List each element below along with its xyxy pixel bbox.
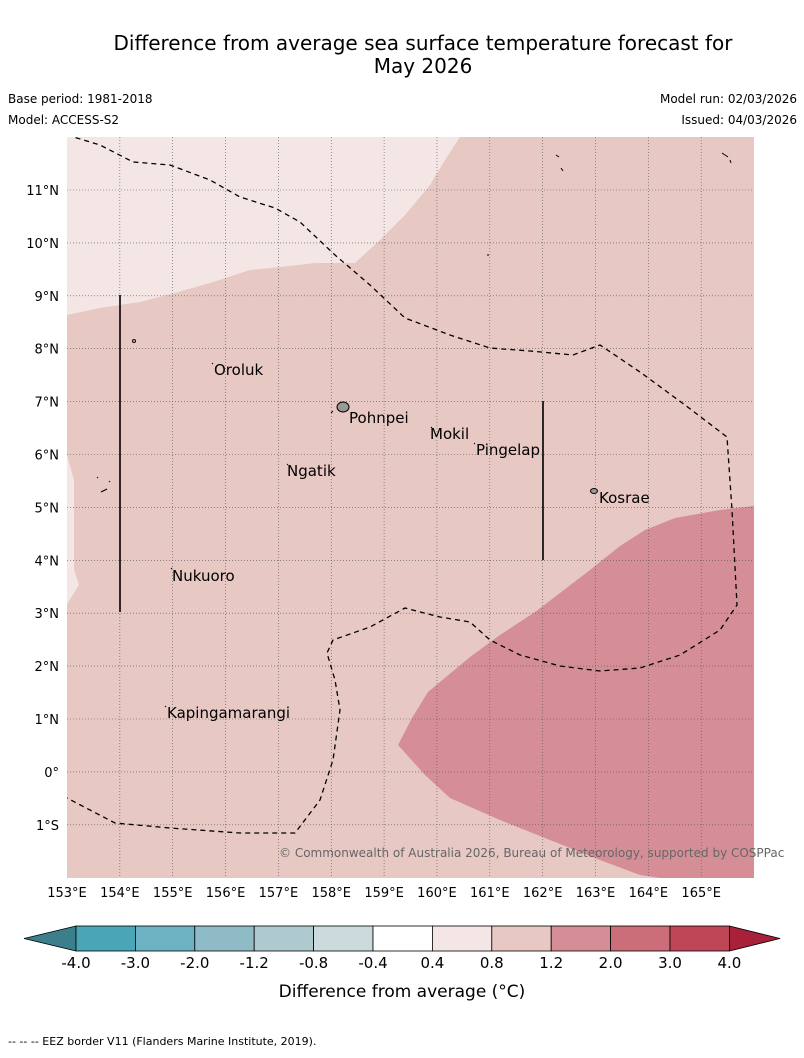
place-label-mokil: Mokil: [430, 425, 469, 443]
title-line-1: Difference from average sea surface temp…: [113, 31, 733, 55]
colorbar-tick-label: 4.0: [717, 954, 741, 972]
colorbar-extend-high: [729, 925, 781, 952]
colorbar-tick-label: 0.4: [420, 954, 444, 972]
eez-legend-note: -- -- -- EEZ border V11 (Flanders Marine…: [8, 1035, 317, 1048]
colorbar-tick-label: -4.0: [61, 954, 90, 972]
pohnpei-island: [336, 401, 350, 413]
longitude-label: 159°E: [364, 886, 404, 901]
colorbar-cell: [431, 925, 493, 952]
anomaly-band-0.4-0.8-north: [67, 137, 460, 315]
latitude-label: 6°N: [35, 449, 60, 464]
longitude-label: 154°E: [100, 886, 140, 901]
longitude-label: 165°E: [681, 886, 721, 901]
colorbar-tick-label: -0.4: [358, 954, 387, 972]
colorbar-cell: [75, 925, 136, 952]
longitude-label: 157°E: [259, 886, 299, 901]
longitude-label: 156°E: [206, 886, 246, 901]
colorbar-cell: [134, 925, 196, 952]
anomaly-band-1.2-2.0: [398, 506, 754, 878]
place-labels: Oroluk Pohnpei Mokil Pingelap Ngatik Kos…: [167, 361, 650, 722]
place-label-pingelap: Pingelap: [476, 441, 540, 459]
model-run: Model run: 02/03/2026: [659, 92, 797, 106]
latitude-label: 5°N: [35, 501, 60, 516]
place-label-kosrae: Kosrae: [599, 489, 650, 507]
longitude-labels: 153°E 154°E 155°E 156°E 157°E 158°E 159°E 160°E…: [47, 886, 721, 901]
map-area: [67, 137, 754, 878]
colorbar-tick-label: 3.0: [658, 954, 682, 972]
longitude-label: 155°E: [153, 886, 193, 901]
colorbar-cell: [372, 925, 433, 952]
colorbar-tick-label: -3.0: [121, 954, 150, 972]
colorbar-cells: [23, 925, 781, 952]
place-label-pohnpei: Pohnpei: [349, 409, 409, 427]
gridlines: [67, 137, 754, 878]
forecast-map: Oroluk Pohnpei Mokil Pingelap Ngatik Kos…: [23, 137, 784, 1002]
copyright-notice: © Commonwealth of Australia 2026, Bureau…: [279, 846, 784, 860]
kosrae-island: [590, 488, 598, 494]
latitude-label: 7°N: [35, 396, 60, 411]
latitude-label: 4°N: [35, 554, 60, 569]
latitude-label: 0°: [44, 766, 59, 781]
colorbar-cell: [610, 925, 671, 952]
anomaly-band-0.4-0.8-west: [67, 455, 79, 604]
issued-date: Issued: 04/03/2026: [681, 113, 797, 127]
latitude-label: 1°S: [36, 819, 59, 834]
colorbar-cell: [669, 925, 730, 952]
title-line-2: May 2026: [373, 54, 473, 78]
latitude-label: 10°N: [26, 237, 59, 252]
latitude-label: 3°N: [35, 607, 60, 622]
longitude-label: 161°E: [470, 886, 510, 901]
colorbar-tick-label: -2.0: [180, 954, 209, 972]
colorbar-tick-label: 1.2: [539, 954, 563, 972]
longitude-label: 153°E: [47, 886, 87, 901]
colorbar-tick-label: 2.0: [599, 954, 623, 972]
place-label-nukuoro: Nukuoro: [172, 567, 235, 585]
place-label-ngatik: Ngatik: [287, 462, 336, 480]
chart-title: Difference from average sea surface temp…: [40, 32, 804, 78]
latitude-label: 8°N: [35, 343, 60, 358]
islet: [131, 338, 136, 343]
colorbar-cell: [194, 925, 255, 952]
place-label-oroluk: Oroluk: [214, 361, 263, 379]
longitude-label: 162°E: [523, 886, 563, 901]
colorbar-tick-label: -1.2: [240, 954, 269, 972]
colorbar-extend-low: [23, 925, 77, 952]
colorbar-tick-label: -0.8: [299, 954, 328, 972]
latitude-labels: 11°N 10°N 9°N 8°N 7°N 6°N 5°N 4°N 3°N 2°N 1°N 0° 1°S: [26, 184, 59, 834]
colorbar-label: Difference from average (°C): [279, 982, 526, 1002]
colorbar-cell: [253, 925, 314, 952]
colorbar-cell: [491, 925, 552, 952]
islet: [164, 362, 476, 708]
longitude-label: 160°E: [417, 886, 457, 901]
latitude-label: 1°N: [35, 713, 60, 728]
islet: [487, 152, 732, 256]
islet: [96, 476, 111, 493]
base-period: Base period: 1981-2018: [8, 92, 153, 106]
colorbar-tick-label: 0.8: [480, 954, 504, 972]
eez-border-north: [67, 137, 738, 834]
colorbar-tick-labels: -4.0 -3.0 -2.0 -1.2 -0.8 -0.4 0.4 0.8 1.2 2.0 3.0 4…: [61, 954, 741, 972]
colorbar-cell: [313, 925, 374, 952]
latitude-label: 2°N: [35, 660, 60, 675]
latitude-label: 11°N: [26, 184, 59, 199]
longitude-label: 158°E: [311, 886, 351, 901]
colorbar-cell: [550, 925, 612, 952]
longitude-label: 163°E: [576, 886, 616, 901]
eez-borders: [67, 137, 738, 834]
latitude-label: 9°N: [35, 290, 60, 305]
longitude-label: 164°E: [629, 886, 669, 901]
model-name: Model: ACCESS-S2: [8, 113, 120, 127]
islands: [96, 152, 732, 708]
place-label-kapingamarangi: Kapingamarangi: [167, 704, 290, 722]
colorbar: -4.0 -3.0 -2.0 -1.2 -0.8 -0.4 0.4 0.8 1.2 2.0 3.0 4…: [23, 925, 781, 1002]
